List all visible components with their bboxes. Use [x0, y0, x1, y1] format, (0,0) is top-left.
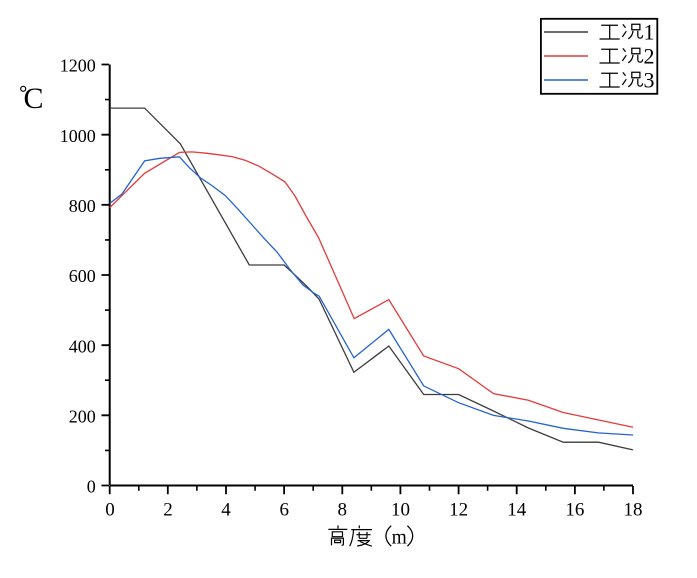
svg-text:18: 18: [624, 500, 643, 521]
svg-text:6: 6: [279, 500, 289, 521]
svg-text:12: 12: [449, 500, 468, 521]
svg-text:2: 2: [163, 500, 173, 521]
svg-text:1000: 1000: [60, 126, 96, 146]
svg-text:8: 8: [338, 500, 348, 521]
svg-text:0: 0: [87, 477, 96, 497]
svg-text:10: 10: [391, 500, 410, 521]
svg-text:1200: 1200: [60, 56, 96, 76]
svg-text:1: 1: [644, 19, 655, 44]
svg-text:0: 0: [105, 500, 115, 521]
svg-text:16: 16: [565, 500, 584, 521]
svg-text:800: 800: [69, 196, 96, 216]
svg-text:400: 400: [69, 336, 96, 356]
svg-text:4: 4: [221, 500, 231, 521]
svg-text:m: m: [392, 527, 407, 548]
svg-text:3: 3: [644, 67, 655, 92]
svg-text:14: 14: [507, 500, 527, 521]
svg-text:C: C: [24, 82, 44, 115]
svg-text:600: 600: [69, 266, 96, 286]
svg-text:200: 200: [69, 407, 96, 427]
svg-text:2: 2: [644, 43, 655, 68]
